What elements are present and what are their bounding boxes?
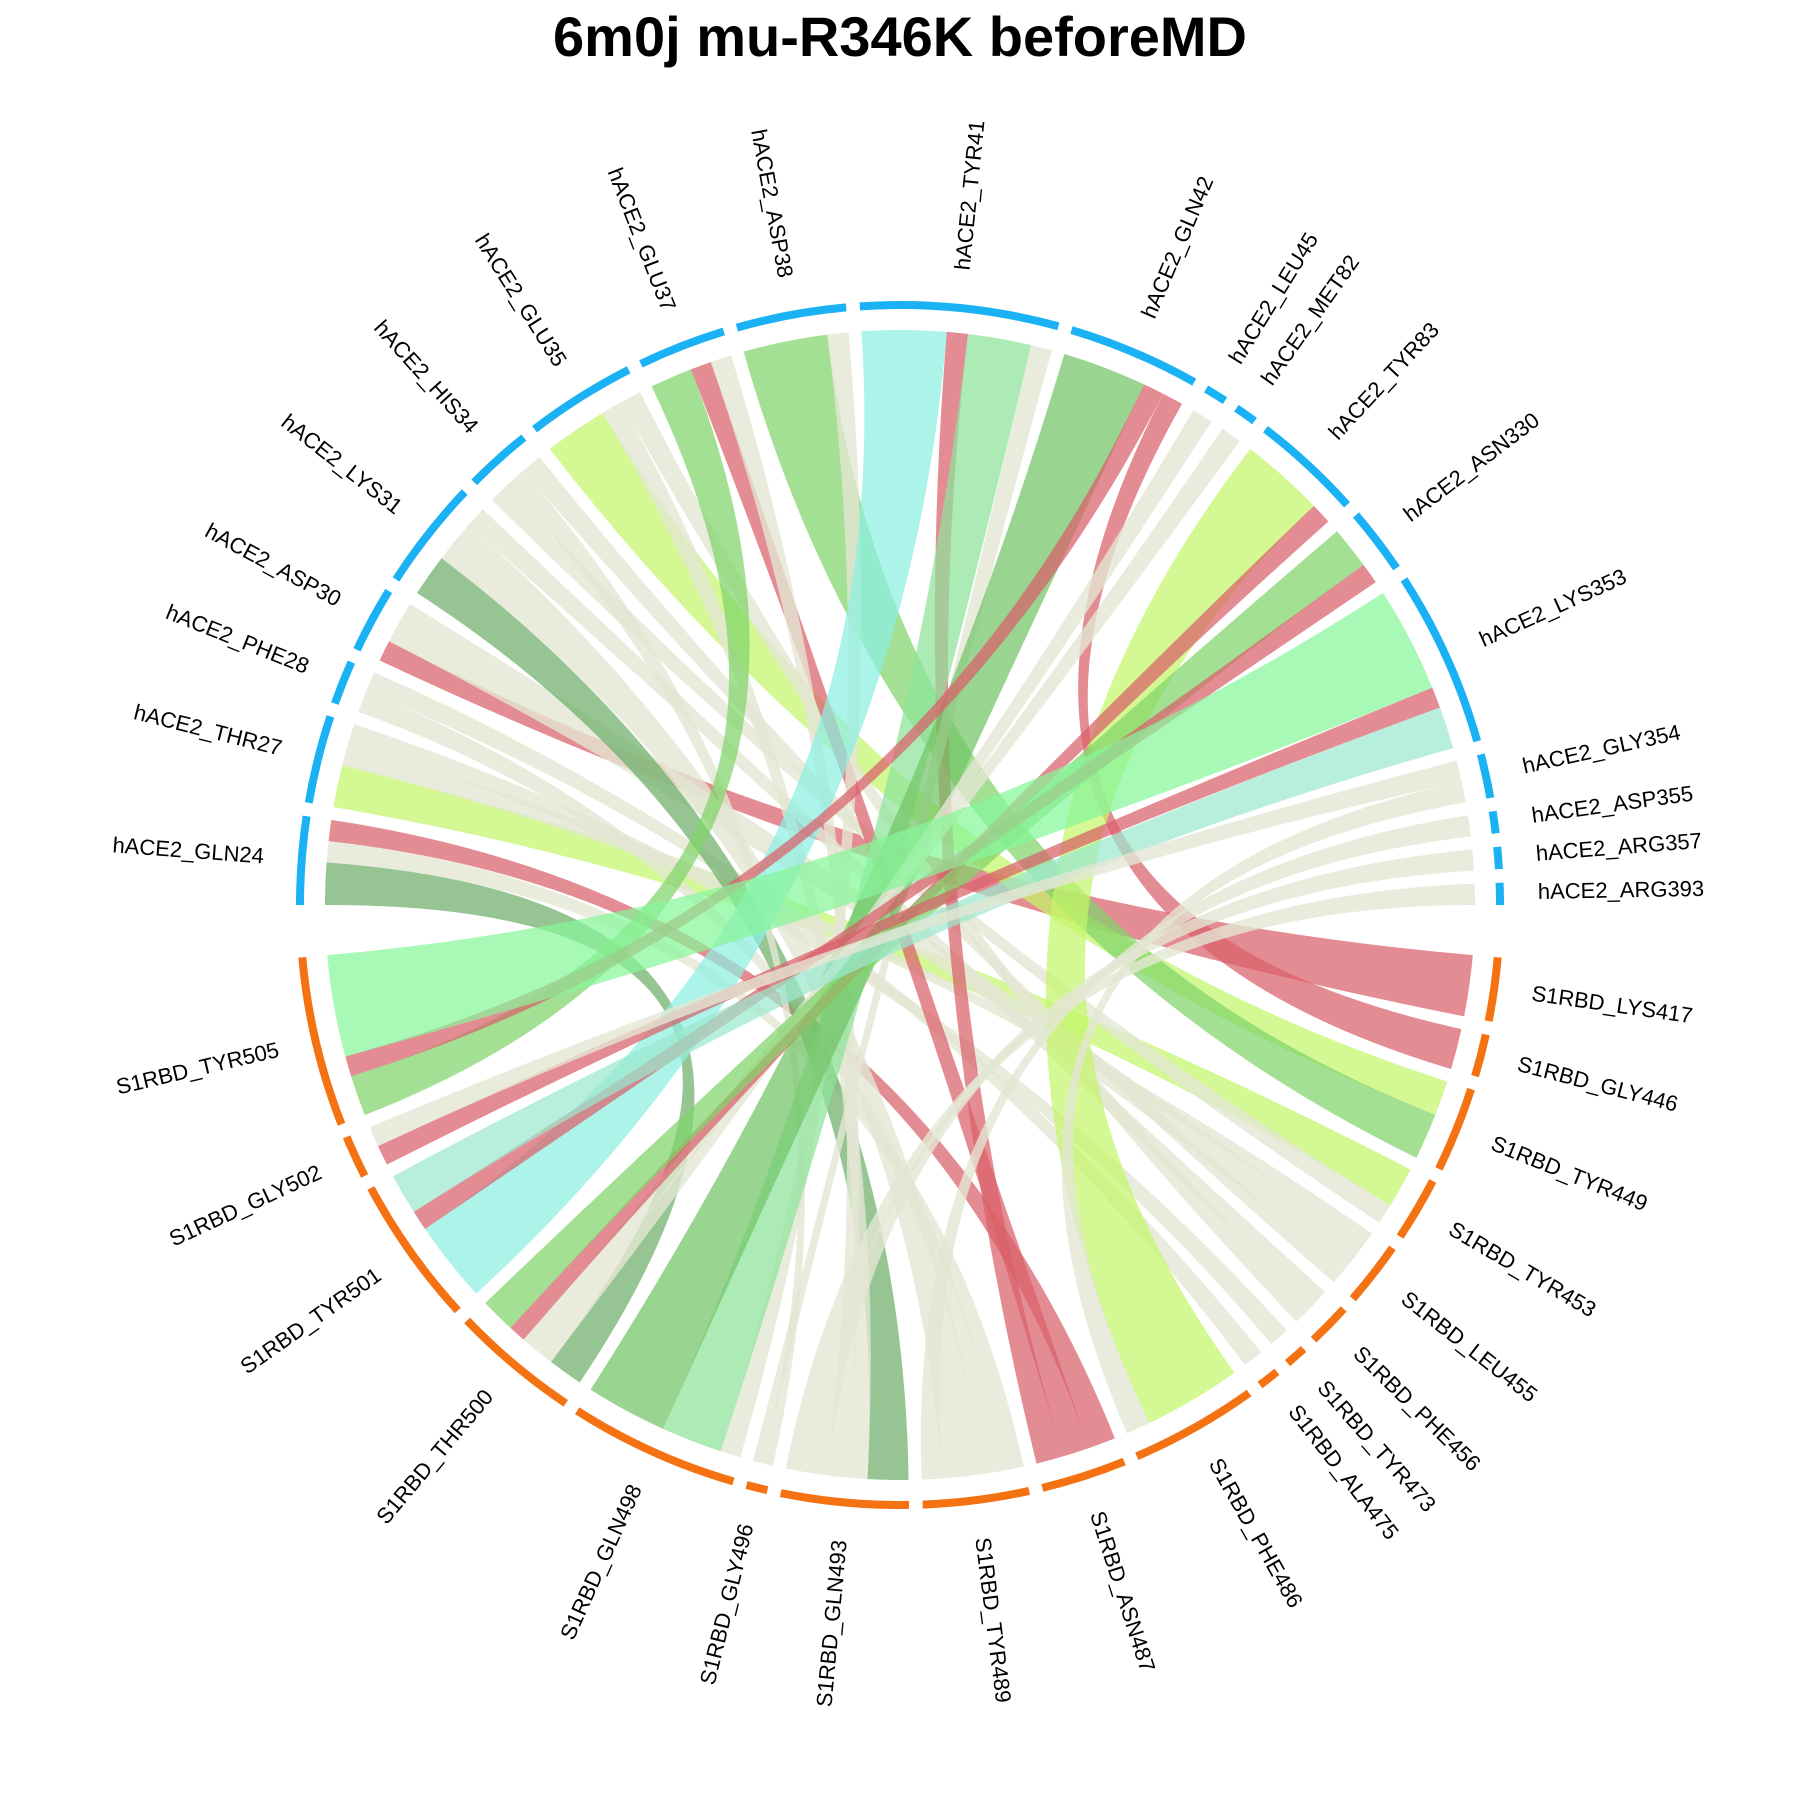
- sector-label-hACE2_PHE28: hACE2_PHE28: [163, 599, 313, 678]
- sector-label-hACE2_LYS353: hACE2_LYS353: [1475, 564, 1630, 652]
- sector-arc-S1RBD_THR500: [464, 1317, 568, 1407]
- sector-arc-hACE2_THR27: [304, 715, 335, 804]
- sector-label-S1RBD_LYS417: S1RBD_LYS417: [1530, 981, 1694, 1029]
- chord-ribbons: [325, 330, 1475, 1480]
- sector-arc-S1RBD_GLY496: [745, 1481, 769, 1495]
- chord-link-hACE2_GLU37-S1RBD_TYR505: [351, 369, 750, 1116]
- sector-label-hACE2_GLY354: hACE2_GLY354: [1520, 719, 1683, 778]
- sector-arc-hACE2_GLU37: [639, 327, 725, 368]
- chord-link-hACE2_GLU35-S1RBD_TYR449: [549, 412, 1448, 1115]
- sector-arc-hACE2_GLY354: [1476, 753, 1495, 799]
- sector-label-hACE2_LEU45: hACE2_LEU45: [1224, 228, 1324, 368]
- chord-link-hACE2_HIS34-S1RBD_GLY496: [507, 470, 805, 1466]
- chord-link-hACE2_TYR41-S1RBD_TYR501: [425, 330, 947, 1294]
- sector-arc-S1RBD_TYR453: [1396, 1179, 1437, 1239]
- sector-label-hACE2_ASN330: hACE2_ASN330: [1399, 407, 1544, 526]
- sector-arc-hACE2_HIS34: [471, 434, 527, 486]
- sector-label-hACE2_LYS31: hACE2_LYS31: [277, 409, 408, 519]
- sector-arc-S1RBD_PHE456: [1310, 1306, 1347, 1343]
- sector-arc-S1RBD_LYS417: [1484, 956, 1502, 1022]
- sector-label-S1RBD_TYR505: S1RBD_TYR505: [114, 1037, 282, 1099]
- sector-arc-S1RBD_TYR449: [1435, 1087, 1475, 1171]
- sector-arc-S1RBD_LEU455: [1349, 1245, 1396, 1302]
- sector-tracks: [296, 301, 1505, 1509]
- chord-link-hACE2_TYR41-S1RBD_ASN487: [934, 331, 1064, 1464]
- sector-label-hACE2_ARG357: hACE2_ARG357: [1535, 828, 1703, 866]
- sector-label-S1RBD_TYR489: S1RBD_TYR489: [970, 1536, 1016, 1704]
- chord-link-hACE2_GLU35-S1RBD_GLN493: [602, 402, 871, 1480]
- sector-arc-hACE2_ASP38: [735, 303, 847, 332]
- sector-label-S1RBD_GLN498: S1RBD_GLN498: [555, 1480, 647, 1643]
- sector-label-hACE2_GLU35: hACE2_GLU35: [470, 229, 572, 371]
- chart-title: 6m0j mu-R346K beforeMD: [553, 5, 1247, 68]
- sector-arc-S1RBD_GLN498: [574, 1407, 735, 1486]
- sector-label-hACE2_GLU37: hACE2_GLU37: [603, 164, 681, 314]
- sector-arc-hACE2_GLN24: [296, 815, 311, 906]
- chord-link-hACE2_THR27-S1RBD_TYR453: [333, 765, 1411, 1206]
- chord-link-hACE2_LYS353-S1RBD_GLY502: [377, 687, 1441, 1165]
- chord-link-hACE2_TYR83-S1RBD_PHE486: [1045, 448, 1314, 1424]
- chord-link-hACE2_GLY354-S1RBD_GLY502: [369, 760, 1462, 1147]
- sector-arc-hACE2_LYS353: [1400, 577, 1482, 743]
- sector-arc-S1RBD_TYR489: [922, 1487, 1031, 1509]
- sector-label-S1RBD_GLN493: S1RBD_GLN493: [811, 1539, 851, 1708]
- sector-label-hACE2_HIS34: hACE2_HIS34: [369, 315, 483, 438]
- sector-arc-hACE2_MET82: [1234, 404, 1257, 425]
- sector-arc-S1RBD_TYR501: [367, 1186, 461, 1314]
- sector-label-hACE2_ARG393: hACE2_ARG393: [1538, 876, 1705, 904]
- sector-arc-S1RBD_GLY446: [1471, 1033, 1490, 1078]
- sector-label-S1RBD_GLY446: S1RBD_GLY446: [1515, 1051, 1681, 1116]
- sector-arc-hACE2_ASN330: [1352, 512, 1400, 571]
- chord-link-hACE2_LEU45-S1RBD_THR500: [537, 410, 1212, 1362]
- sector-arc-hACE2_ARG357: [1493, 846, 1503, 870]
- sector-arc-S1RBD_PHE486: [1135, 1389, 1252, 1460]
- sector-arc-S1RBD_ALA475: [1257, 1368, 1280, 1389]
- chord-link-hACE2_TYR41-S1RBD_GLN498: [663, 334, 1032, 1452]
- sector-label-S1RBD_THR500: S1RBD_THR500: [371, 1384, 498, 1528]
- sector-label-S1RBD_TYR501: S1RBD_TYR501: [236, 1262, 386, 1379]
- sector-arc-S1RBD_TYR505: [298, 956, 346, 1126]
- sector-label-S1RBD_PHE486: S1RBD_PHE486: [1204, 1454, 1308, 1612]
- sector-label-hACE2_TYR83: hACE2_TYR83: [1323, 317, 1444, 444]
- sector-arc-hACE2_TYR41: [859, 301, 1060, 331]
- chord-link-hACE2_HIS34-S1RBD_LEU455: [523, 457, 1344, 1283]
- sector-arc-hACE2_GLN42: [1070, 326, 1197, 386]
- chord-link-hACE2_TYR83-S1RBD_THR500: [510, 505, 1329, 1340]
- sector-arc-S1RBD_TYR473: [1284, 1345, 1307, 1367]
- sector-label-S1RBD_LEU455: S1RBD_LEU455: [1397, 1286, 1543, 1407]
- chord-link-hACE2_LYS353-S1RBD_TYR505: [327, 593, 1433, 1057]
- sector-label-S1RBD_GLY496: S1RBD_GLY496: [695, 1521, 759, 1687]
- chord-link-hACE2_GLY354-S1RBD_PHE486: [1061, 781, 1466, 1434]
- sector-arc-S1RBD_GLY502: [342, 1135, 369, 1178]
- chord-link-hACE2_ASP38-S1RBD_GLN498: [720, 332, 862, 1458]
- sector-label-hACE2_ASP38: hACE2_ASP38: [746, 127, 798, 279]
- chord-link-hACE2_ASP38-S1RBD_TYR449: [743, 334, 1436, 1158]
- sector-arc-hACE2_ASP355: [1488, 810, 1500, 834]
- sector-label-S1RBD_TYR453: S1RBD_TYR453: [1444, 1216, 1600, 1322]
- sector-arc-hACE2_LYS31: [392, 489, 468, 582]
- sector-label-S1RBD_ASN487: S1RBD_ASN487: [1085, 1508, 1160, 1675]
- sector-label-hACE2_GLN42: hACE2_GLN42: [1136, 173, 1218, 322]
- sector-arc-S1RBD_GLN493: [779, 1489, 910, 1509]
- sector-label-hACE2_GLN24: hACE2_GLN24: [112, 832, 265, 868]
- sector-arc-hACE2_GLU35: [532, 366, 631, 433]
- sector-arc-hACE2_LEU45: [1204, 385, 1228, 405]
- sector-label-S1RBD_TYR449: S1RBD_TYR449: [1488, 1131, 1652, 1216]
- chord-link-hACE2_LYS353-S1RBD_TYR501: [392, 707, 1454, 1212]
- sector-arc-hACE2_TYR83: [1263, 425, 1350, 508]
- chord-link-hACE2_HIS34-S1RBD_TYR453: [491, 485, 1391, 1223]
- chord-link-hACE2_GLN42-S1RBD_GLY446: [1078, 393, 1462, 1069]
- sector-label-S1RBD_GLY502: S1RBD_GLY502: [165, 1160, 325, 1252]
- sector-arc-S1RBD_ASN487: [1041, 1457, 1126, 1492]
- sector-label-hACE2_THR27: hACE2_THR27: [131, 699, 284, 760]
- sector-label-hACE2_TYR41: hACE2_TYR41: [950, 119, 990, 271]
- sector-arc-hACE2_ASP30: [353, 588, 393, 652]
- sector-label-hACE2_ASP30: hACE2_ASP30: [201, 518, 345, 611]
- sector-arc-hACE2_PHE28: [331, 660, 355, 705]
- sector-label-hACE2_ASP355: hACE2_ASP355: [1530, 781, 1695, 828]
- chord-link-hACE2_MET82-S1RBD_THR500: [523, 428, 1240, 1351]
